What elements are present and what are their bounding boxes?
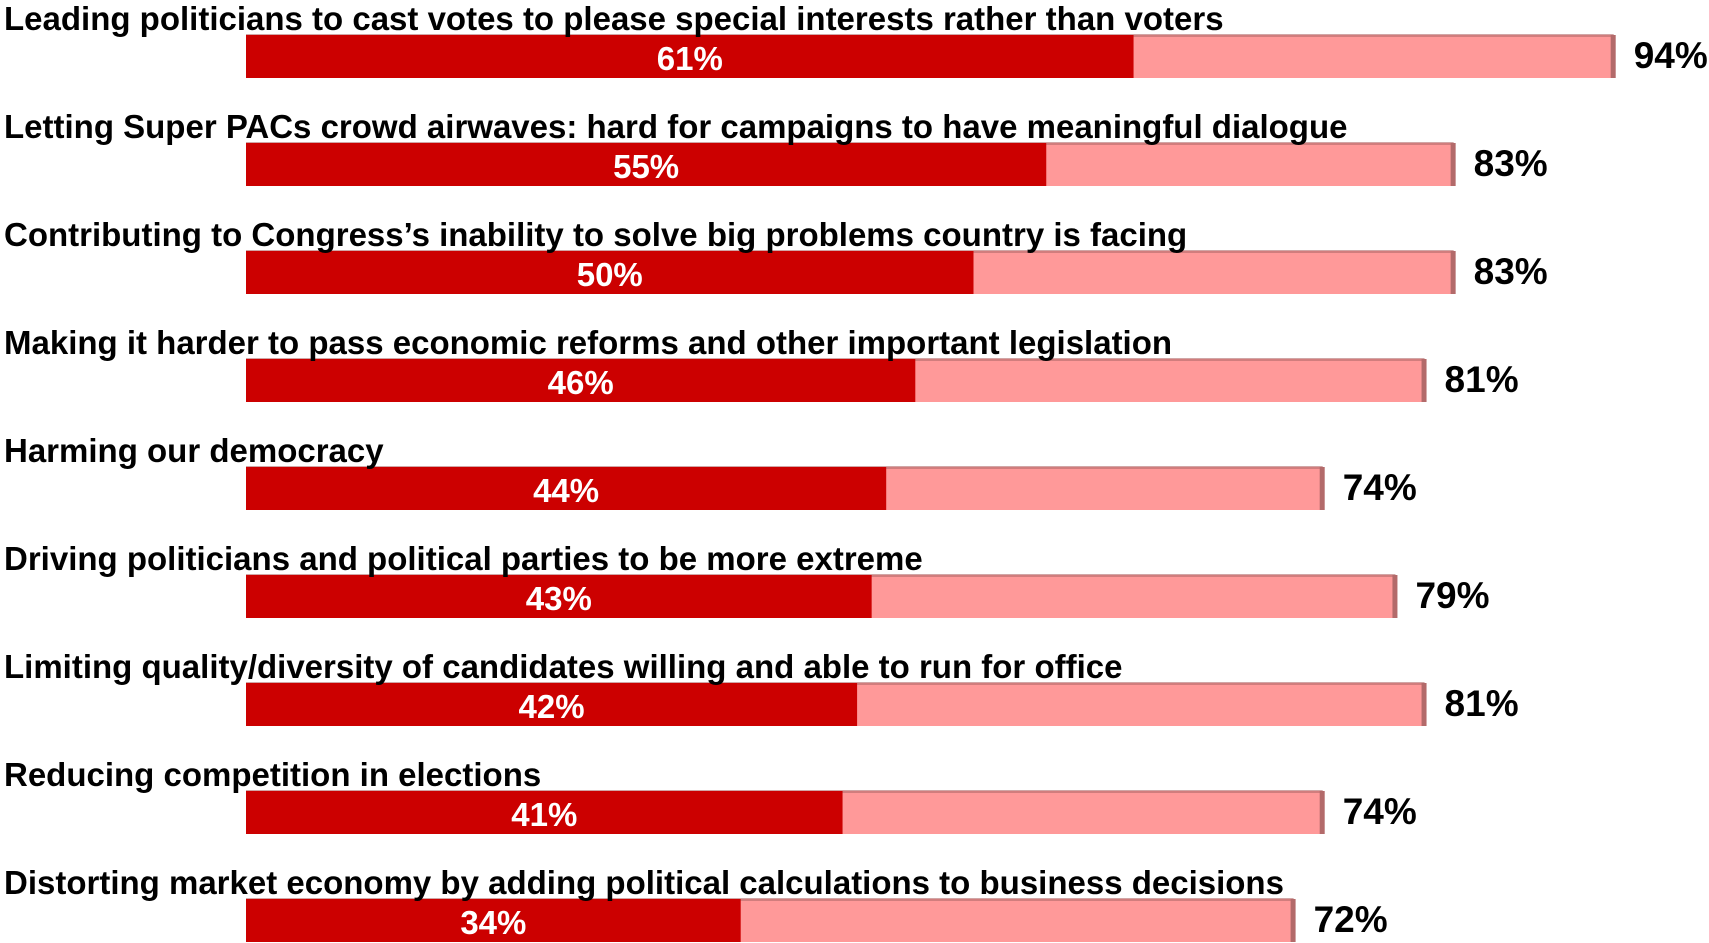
total-value-label: 83% [1474, 143, 1548, 184]
total-bar-edge [1392, 575, 1398, 618]
value-bar [246, 467, 887, 510]
value-bar [246, 683, 858, 726]
value-bar [246, 35, 1134, 78]
value-bar [246, 575, 872, 618]
total-value-label: 74% [1343, 791, 1417, 832]
value-bar [246, 791, 843, 834]
category-label: Limiting quality/diversity of candidates… [4, 648, 1122, 685]
total-value-label: 74% [1343, 467, 1417, 508]
total-bar-edge [1450, 251, 1456, 294]
value-bar-label: 46% [548, 364, 614, 401]
total-value-label: 79% [1415, 575, 1489, 616]
value-bar-label: 41% [511, 796, 577, 833]
total-value-label: 81% [1445, 683, 1519, 724]
value-bar-label: 55% [613, 148, 679, 185]
total-value-label: 72% [1314, 899, 1388, 940]
category-label: Letting Super PACs crowd airwaves: hard … [4, 108, 1347, 145]
value-bar [246, 251, 974, 294]
value-bar [246, 899, 741, 942]
category-label: Leading politicians to cast votes to ple… [4, 0, 1224, 37]
value-bar [246, 143, 1047, 186]
category-label: Distorting market economy by adding poli… [4, 864, 1284, 901]
value-bar-label: 44% [533, 472, 599, 509]
total-bar-edge [1421, 359, 1427, 402]
value-bar-label: 61% [657, 40, 723, 77]
category-label: Making it harder to pass economic reform… [4, 324, 1172, 361]
total-bar-edge [1319, 791, 1325, 834]
total-bar-top-edge [246, 898, 1294, 901]
total-bar-edge [1450, 143, 1456, 186]
total-bar-edge [1421, 683, 1427, 726]
value-bar-label: 50% [577, 256, 643, 293]
total-value-label: 94% [1634, 35, 1708, 76]
value-bar-label: 43% [526, 580, 592, 617]
value-bar-label: 42% [519, 688, 585, 725]
value-bar [246, 359, 916, 402]
category-label: Reducing competition in elections [4, 756, 541, 793]
total-value-label: 83% [1474, 251, 1548, 292]
total-bar-edge [1319, 467, 1325, 510]
category-label: Contributing to Congress’s inability to … [4, 216, 1187, 253]
category-label: Harming our democracy [4, 432, 384, 469]
total-bar-edge [1290, 899, 1296, 942]
category-label: Driving politicians and political partie… [4, 540, 923, 577]
total-value-label: 81% [1445, 359, 1519, 400]
value-bar-label: 34% [460, 904, 526, 941]
total-bar-edge [1610, 35, 1616, 78]
